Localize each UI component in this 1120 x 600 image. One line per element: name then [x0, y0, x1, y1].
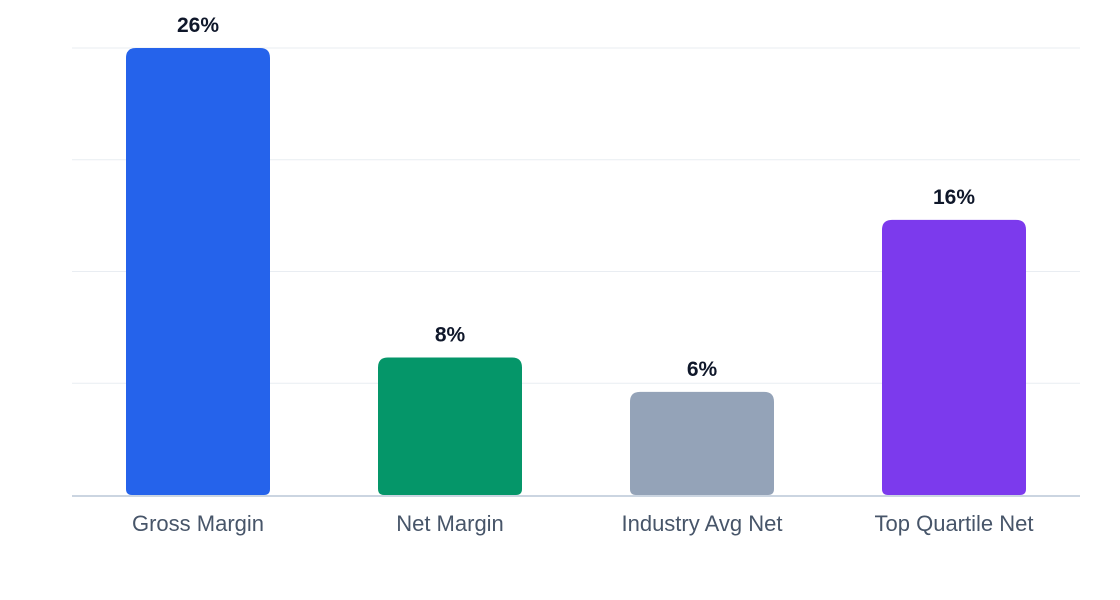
category-labels: Gross Margin Net Margin Industry Avg Net To…: [132, 511, 1034, 536]
value-labels: 26% 8% 6% 16%: [177, 14, 975, 381]
bars: [126, 48, 1026, 495]
bar-gross-margin: [126, 48, 270, 495]
category-label: Net Margin: [396, 511, 504, 536]
bar-industry-avg-net: [630, 391, 774, 495]
value-label: 8%: [435, 323, 466, 346]
bar-net-margin: [378, 357, 522, 495]
category-label: Top Quartile Net: [875, 511, 1034, 536]
value-label: 16%: [933, 186, 975, 209]
value-label: 26%: [177, 14, 219, 37]
bar-top-quartile-net: [882, 219, 1026, 495]
category-label: Industry Avg Net: [621, 511, 782, 536]
category-label: Gross Margin: [132, 511, 264, 536]
value-label: 6%: [687, 358, 718, 381]
